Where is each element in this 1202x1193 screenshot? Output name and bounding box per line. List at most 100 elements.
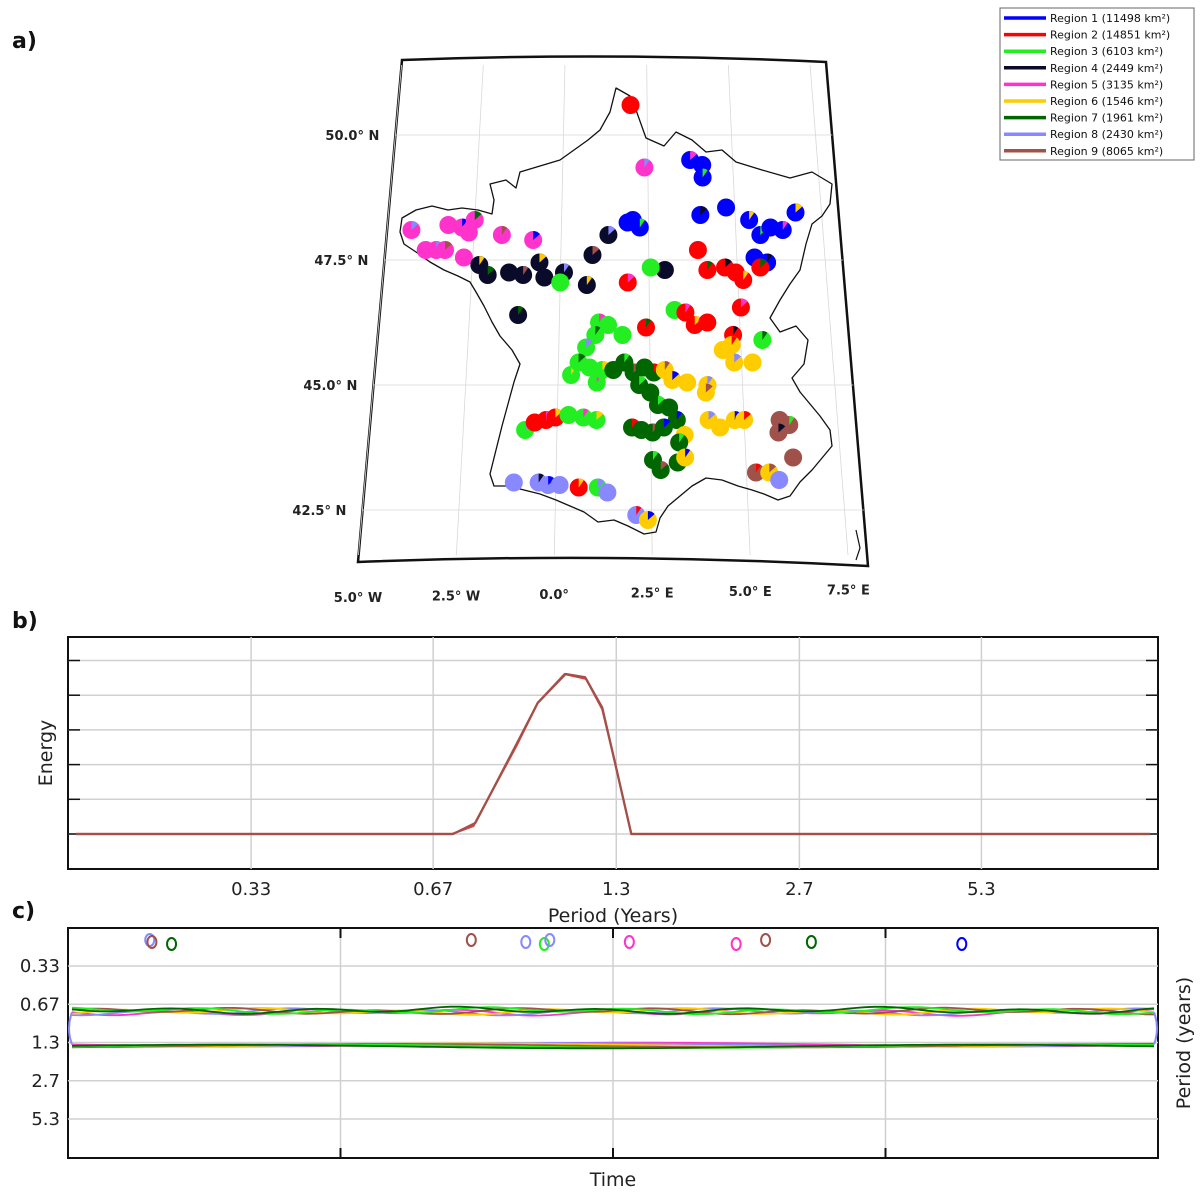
pie-slice-main: [688, 241, 707, 259]
station-pie: [599, 226, 618, 244]
pie-slice-minor: [627, 273, 635, 283]
pie-slice-minor: [487, 266, 495, 275]
graticule-meridian: [553, 64, 566, 556]
period-ridge-end-right: [1153, 1011, 1158, 1045]
pie-slice-main: [454, 248, 473, 267]
period-ridge-lower: [71, 1043, 1155, 1050]
station-pie: [655, 261, 674, 279]
map-frame: [356, 55, 870, 568]
station-pie: [693, 168, 712, 187]
pie-slice-minor: [474, 211, 482, 220]
map-lat-tick-label: 45.0° N: [303, 379, 357, 394]
station-pie: [746, 463, 765, 482]
station-pie: [698, 261, 717, 279]
period-y-tick-label: 1.3: [31, 1033, 60, 1054]
station-pie: [637, 318, 656, 337]
station-pie: [731, 298, 750, 317]
energy-x-tick-label: 1.3: [602, 879, 631, 900]
period-small-contour: [146, 935, 158, 949]
period-small-contour: [805, 935, 817, 949]
legend-label: Region 1 (11498 km²): [1050, 12, 1170, 25]
station-pie: [698, 313, 717, 332]
energy-x-axis-label: Period (Years): [548, 905, 678, 927]
pie-slice-minor: [632, 418, 639, 428]
energy-panel: 0.33 0.67 1.3 2.7 5.3 Period (Years) Energy: [35, 636, 1159, 927]
period-y-axis-label: Period (years): [1173, 977, 1195, 1109]
station-pie: [535, 268, 554, 287]
pie-slice-minor: [755, 463, 762, 473]
energy-x-tick-label: 0.33: [231, 879, 271, 900]
pie-slice-minor: [767, 253, 773, 263]
period-small-contour: [730, 937, 742, 951]
period-small-contour: [760, 933, 772, 947]
station-pie: [530, 253, 549, 272]
pie-slice-minor: [769, 463, 777, 473]
panel-label-b: b): [12, 609, 38, 634]
energy-y-axis-label: Energy: [35, 720, 57, 787]
pie-slice-main: [743, 353, 762, 372]
station-pie: [654, 418, 673, 437]
pie-slice-main: [599, 316, 618, 334]
pie-slice-main: [698, 313, 717, 332]
station-pie: [551, 273, 570, 292]
period-y-tick-label: 2.7: [31, 1071, 60, 1092]
pie-slice-main: [500, 263, 519, 282]
legend-label: Region 4 (2449 km²): [1050, 62, 1163, 75]
legend-label: Region 6 (1546 km²): [1050, 95, 1163, 108]
map-lon-tick-label: 5.0° E: [729, 585, 772, 600]
station-pie: [492, 226, 511, 244]
period-small-contour: [956, 937, 968, 951]
pie-slice-main: [598, 483, 617, 502]
station-markers: [402, 96, 805, 529]
map-lon-tick-label: 7.5° E: [827, 584, 870, 599]
legend-label: Region 7 (1961 km²): [1050, 112, 1163, 125]
pie-slice-minor: [657, 396, 665, 405]
pie-slice-minor: [708, 411, 716, 420]
station-pie: [524, 231, 543, 249]
pie-slice-minor: [740, 298, 748, 308]
pie-slice-minor: [760, 258, 768, 268]
pie-slice-minor: [578, 478, 584, 488]
pie-slice-minor: [644, 158, 650, 168]
station-pie: [753, 331, 772, 349]
pie-slice-main: [613, 326, 632, 344]
pie-slice-minor: [608, 226, 616, 235]
station-pie: [559, 406, 578, 424]
pie-slice-minor: [795, 203, 803, 213]
pie-slice-main: [770, 471, 789, 489]
station-pie: [770, 471, 789, 489]
pie-slice-minor: [596, 411, 604, 420]
station-pie: [773, 221, 792, 239]
energy-grid: [68, 637, 1158, 869]
energy-series-line: [76, 672, 1150, 836]
pie-slice-minor: [676, 411, 682, 420]
pie-slice-main: [550, 476, 569, 494]
pie-slice-minor: [586, 338, 593, 348]
legend-entries: Region 1 (11498 km²) Region 2 (14851 km²)…: [1004, 12, 1170, 158]
energy-x-tick-label: 5.3: [967, 879, 996, 900]
pie-slice-minor: [636, 506, 642, 515]
station-pie: [583, 246, 602, 264]
station-pie: [504, 473, 523, 492]
pie-slice-minor: [586, 276, 592, 285]
station-pie: [651, 461, 670, 479]
pie-slice-minor: [660, 461, 668, 470]
graticule-meridian: [358, 64, 402, 556]
pie-slice-minor: [700, 206, 708, 215]
legend: Region 1 (11498 km²) Region 2 (14851 km²)…: [999, 7, 1195, 161]
pie-slice-minor: [734, 353, 741, 363]
period-panel: 0.33 0.67 1.3 2.7 5.3 Time Period (years): [20, 927, 1195, 1191]
pie-slice-main: [717, 198, 736, 217]
panel-label-c: c): [12, 899, 35, 924]
station-pie: [751, 258, 770, 277]
pie-slice-minor: [479, 256, 485, 265]
energy-x-tick-label: 2.7: [785, 879, 814, 900]
pie-slice-minor: [778, 423, 786, 433]
pie-slice-minor: [518, 306, 524, 315]
pie-slice-minor: [501, 226, 507, 235]
period-small-contour: [623, 935, 635, 949]
corsica-hint: [855, 529, 861, 561]
pie-slice-minor: [624, 353, 630, 363]
station-pie: [678, 373, 697, 392]
period-y-ticks: 0.33 0.67 1.3 2.7 5.3: [20, 956, 60, 1130]
